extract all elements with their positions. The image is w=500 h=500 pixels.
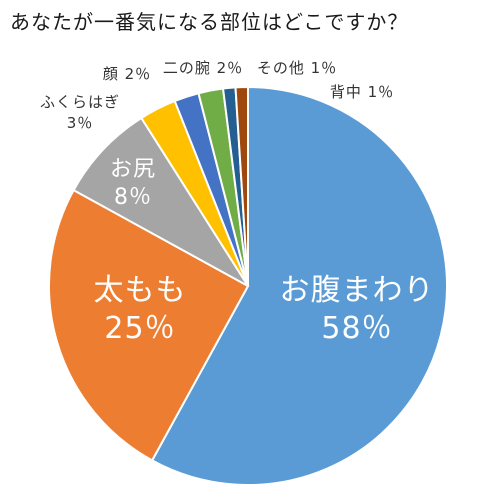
pie-slice-1 xyxy=(48,188,250,462)
slice-label-7: 背中 1％ xyxy=(330,83,394,101)
chart-title: あなたが一番気になる部位はどこですか？ xyxy=(10,10,409,34)
slice-label-4: 顔 2％ xyxy=(103,65,151,83)
pie-slice-7 xyxy=(234,85,249,287)
pie-slice-2 xyxy=(72,116,249,287)
slice-label-3: ふくらはぎ xyxy=(40,93,120,111)
slice-label-5: 二の腕 2％ xyxy=(163,59,243,77)
slice-value-0: 58％ xyxy=(321,311,392,346)
pie-slice-0 xyxy=(150,85,448,486)
slice-value-1: 25％ xyxy=(104,311,175,346)
slice-label-6: その他 1％ xyxy=(257,59,337,77)
slice-label-1: 太もも xyxy=(94,273,187,308)
slice-value-2: 8％ xyxy=(114,185,152,210)
slice-value-3: 3％ xyxy=(67,114,94,132)
slice-label-2: お尻 xyxy=(110,157,156,182)
slice-label-0: お腹まわり xyxy=(280,273,435,308)
